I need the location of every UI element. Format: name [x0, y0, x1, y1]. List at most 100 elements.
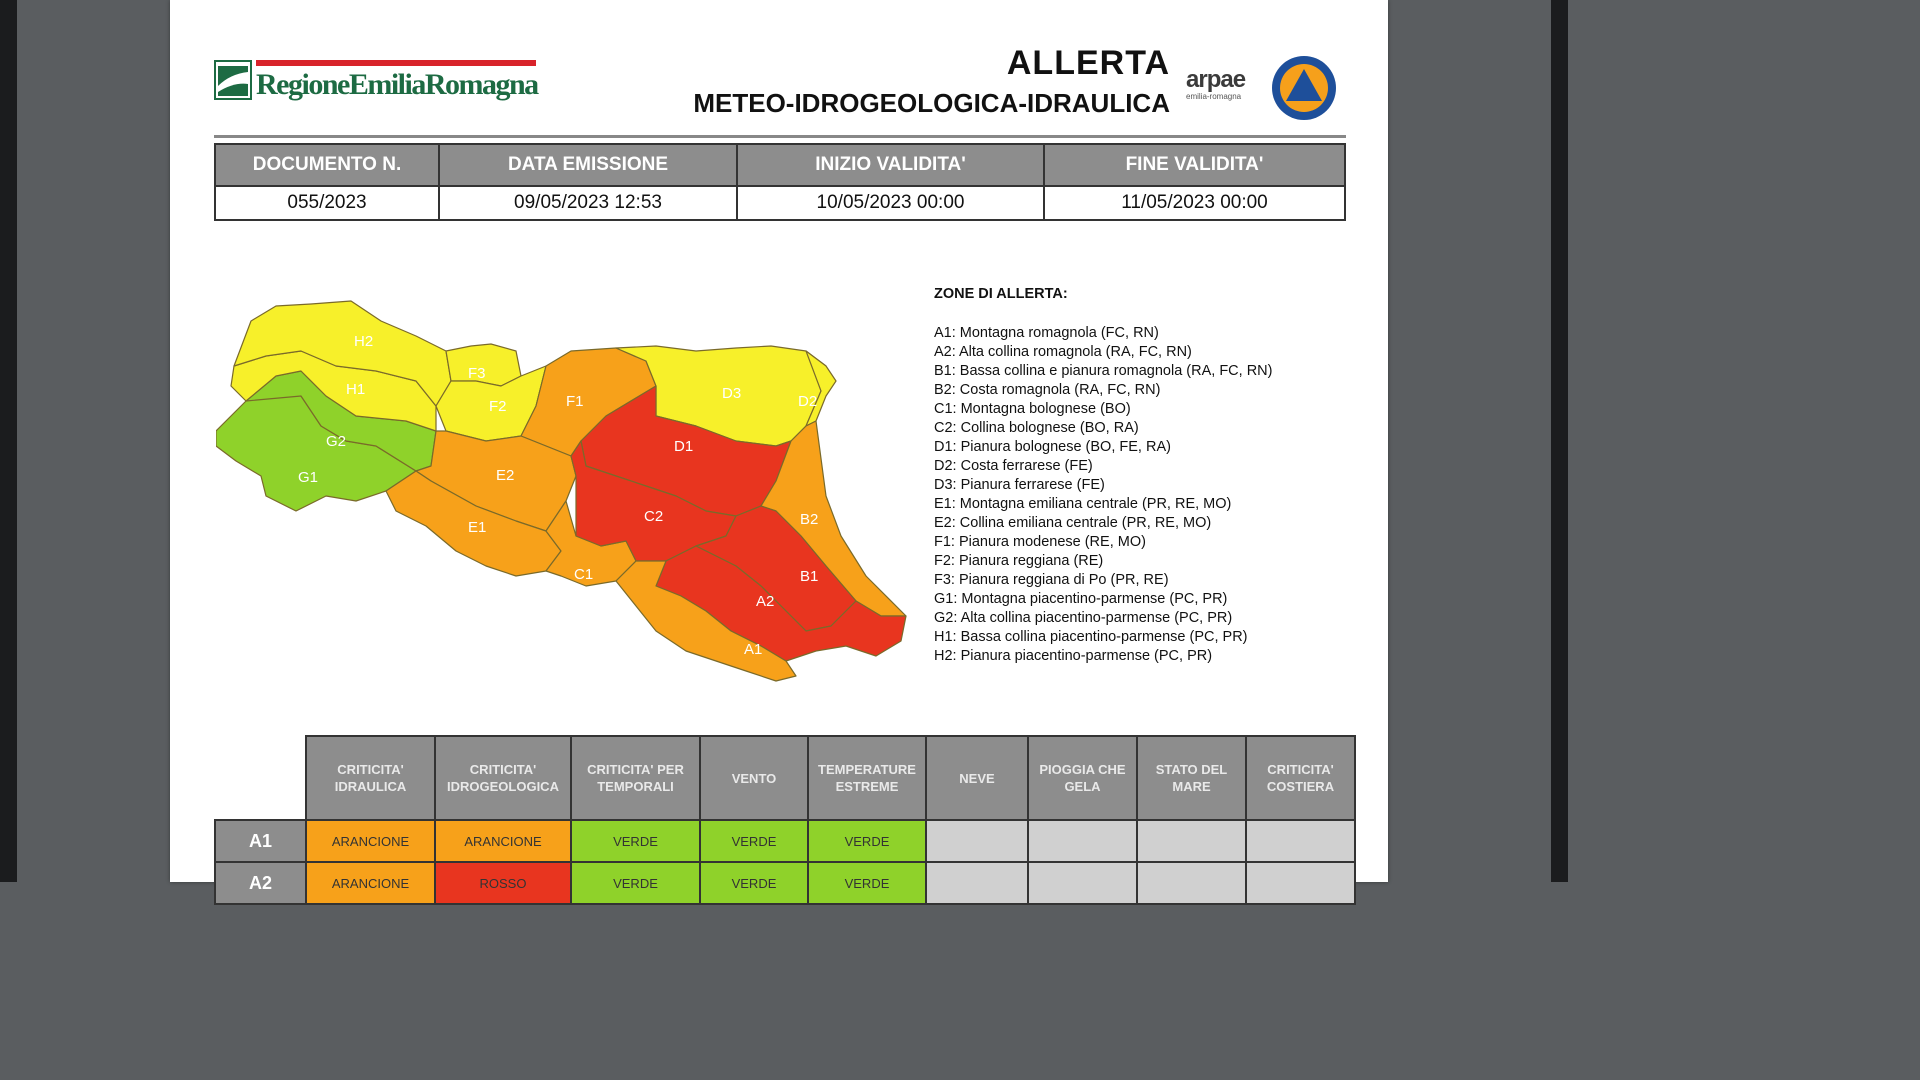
map-label-B2: B2: [800, 511, 818, 528]
criticita-level-cell: VERDE: [570, 819, 701, 863]
doc-value-cell: 11/05/2023 00:00: [1043, 185, 1346, 221]
doc-value-cell: 09/05/2023 12:53: [438, 185, 738, 221]
criticita-level-cell: VERDE: [570, 861, 701, 905]
criticita-level-cell: ARANCIONE: [305, 861, 436, 905]
doc-value-cell: 055/2023: [214, 185, 440, 221]
criticita-row-A1: A1 ARANCIONE ARANCIONE VERDE VERDE VERDE: [214, 819, 1356, 863]
legend-item: D1: Pianura bolognese (BO, FE, RA): [934, 439, 1171, 455]
map-label-A2: A2: [756, 593, 774, 610]
criticita-level-cell: ARANCIONE: [434, 819, 572, 863]
map-label-E1: E1: [468, 519, 486, 536]
map-label-A1: A1: [744, 641, 762, 658]
arpae-logo-text: arpae: [1186, 66, 1266, 94]
doc-value-cell: 10/05/2023 00:00: [736, 185, 1045, 221]
legend-item: A1: Montagna romagnola (FC, RN): [934, 325, 1159, 341]
criticita-col-header: CRITICITA' IDROGEOLOGICA: [434, 735, 572, 821]
criticita-col-header: NEVE: [925, 735, 1029, 821]
protezione-civile-logo-icon: [1270, 54, 1338, 122]
criticita-level-cell: [1027, 861, 1138, 905]
map-label-F3: F3: [468, 365, 486, 382]
legend-item: H1: Bassa collina piacentino-parmense (P…: [934, 629, 1248, 645]
map-zone-D2: [805, 350, 837, 427]
criticita-col-header: CRITICITA' PER TEMPORALI: [570, 735, 701, 821]
viewer-left-edge: [0, 0, 17, 882]
doc-header-cell: DATA EMISSIONE: [438, 143, 738, 187]
criticita-row-A2: A2 ARANCIONE ROSSO VERDE VERDE VERDE: [214, 861, 1356, 905]
legend-item: H2: Pianura piacentino-parmense (PC, PR): [934, 648, 1213, 664]
legend-title: ZONE DI ALLERTA:: [934, 286, 1068, 302]
criticita-level-cell: [1245, 861, 1356, 905]
map-label-B1: B1: [800, 568, 818, 585]
arpae-logo-sub: emilia-romagna: [1186, 92, 1242, 101]
document-info-value-row: 055/2023 09/05/2023 12:53 10/05/2023 00:…: [214, 185, 1346, 221]
legend-item: B2: Costa romagnola (RA, FC, RN): [934, 382, 1161, 398]
legend-item: D2: Costa ferrarese (FE): [934, 458, 1093, 474]
criticita-zone-cell: A2: [214, 861, 307, 905]
legend-item: F3: Pianura reggiana di Po (PR, RE): [934, 572, 1169, 588]
criticita-col-header: CRITICITA' IDRAULICA: [305, 735, 436, 821]
map-label-E2: E2: [496, 467, 514, 484]
map-label-C2: C2: [644, 508, 663, 525]
alert-zones-map: H2 H1 F3 F2 F1 D3 D2 D1 G2 G1 E2 E1 C2 C…: [216, 300, 907, 682]
map-label-F2: F2: [489, 398, 507, 415]
legend-item: F2: Pianura reggiana (RE): [934, 553, 1104, 569]
doc-header-cell: DOCUMENTO N.: [214, 143, 440, 187]
criticita-level-cell: ROSSO: [434, 861, 572, 905]
criticita-level-cell: ARANCIONE: [305, 819, 436, 863]
criticita-level-cell: VERDE: [699, 819, 809, 863]
page-title: ALLERTA: [1006, 44, 1170, 82]
map-label-D3: D3: [722, 385, 741, 402]
criticita-col-header: STATO DEL MARE: [1136, 735, 1247, 821]
doc-header-cell: INIZIO VALIDITA': [736, 143, 1045, 187]
map-label-C1: C1: [574, 566, 593, 583]
regione-emilia-romagna-logo: RegioneEmiliaRomagna: [214, 58, 539, 106]
arpae-logo: arpae emilia-romagna: [1186, 66, 1266, 110]
criticita-level-cell: [1136, 861, 1247, 905]
logo-emblem-icon: [214, 60, 252, 100]
map-label-D2: D2: [798, 393, 817, 410]
legend-item: B1: Bassa collina e pianura romagnola (R…: [934, 363, 1273, 379]
legend-item: A2: Alta collina romagnola (RA, FC, RN): [934, 344, 1192, 360]
criticita-col-header: TEMPERATURE ESTREME: [807, 735, 927, 821]
legend-item: C1: Montagna bolognese (BO): [934, 401, 1131, 417]
map-label-H1: H1: [346, 381, 365, 398]
map-label-F1: F1: [566, 393, 584, 410]
document-page: RegioneEmiliaRomagna ALLERTA METEO-IDROG…: [170, 0, 1388, 905]
zone-legend: ZONE DI ALLERTA: A1: Montagna romagnola …: [934, 286, 1354, 666]
criticita-header-row: CRITICITA' IDRAULICA CRITICITA' IDROGEOL…: [215, 735, 1356, 821]
map-label-H2: H2: [354, 333, 373, 350]
legend-item: C2: Collina bolognese (BO, RA): [934, 420, 1139, 436]
doc-header-cell: FINE VALIDITA': [1043, 143, 1346, 187]
map-zone-A1: [615, 560, 797, 682]
map-label-G2: G2: [326, 433, 346, 450]
map-zone-labels: H2 H1 F3 F2 F1 D3 D2 D1 G2 G1 E2 E1 C2 C…: [298, 333, 818, 658]
map-label-D1: D1: [674, 438, 693, 455]
document-info-table: DOCUMENTO N. DATA EMISSIONE INIZIO VALID…: [214, 143, 1346, 221]
logo-red-bar: [256, 60, 536, 66]
arpae-logo-word: arpae: [1186, 66, 1246, 93]
criticita-col-header: PIOGGIA CHE GELA: [1027, 735, 1138, 821]
legend-item: E1: Montagna emiliana centrale (PR, RE, …: [934, 496, 1232, 512]
criticita-corner: [215, 736, 306, 820]
document-info-header-row: DOCUMENTO N. DATA EMISSIONE INIZIO VALID…: [214, 143, 1346, 187]
criticita-level-cell: VERDE: [807, 819, 927, 863]
criticita-level-cell: [925, 861, 1029, 905]
criticita-level-cell: VERDE: [699, 861, 809, 905]
legend-item: G1: Montagna piacentino-parmense (PC, PR…: [934, 591, 1228, 607]
criticita-zone-cell: A1: [214, 819, 307, 863]
criticita-table: CRITICITA' IDRAULICA CRITICITA' IDROGEOL…: [214, 735, 1356, 905]
legend-item: G2: Alta collina piacentino-parmense (PC…: [934, 610, 1233, 626]
page-subtitle: METEO-IDROGEOLOGICA-IDRAULICA: [693, 88, 1170, 118]
legend-item: D3: Pianura ferrarese (FE): [934, 477, 1105, 493]
criticita-col-header: CRITICITA' COSTIERA: [1245, 735, 1356, 821]
criticita-level-cell: [925, 819, 1029, 863]
legend-item: E2: Collina emiliana centrale (PR, RE, M…: [934, 515, 1212, 531]
map-label-G1: G1: [298, 469, 318, 486]
legend-item: F1: Pianura modenese (RE, MO): [934, 534, 1146, 550]
criticita-col-header: VENTO: [699, 735, 809, 821]
header-divider: [214, 135, 1346, 138]
criticita-level-cell: [1245, 819, 1356, 863]
criticita-level-cell: VERDE: [807, 861, 927, 905]
criticita-level-cell: [1136, 819, 1247, 863]
viewer-right-edge: [1551, 0, 1568, 882]
